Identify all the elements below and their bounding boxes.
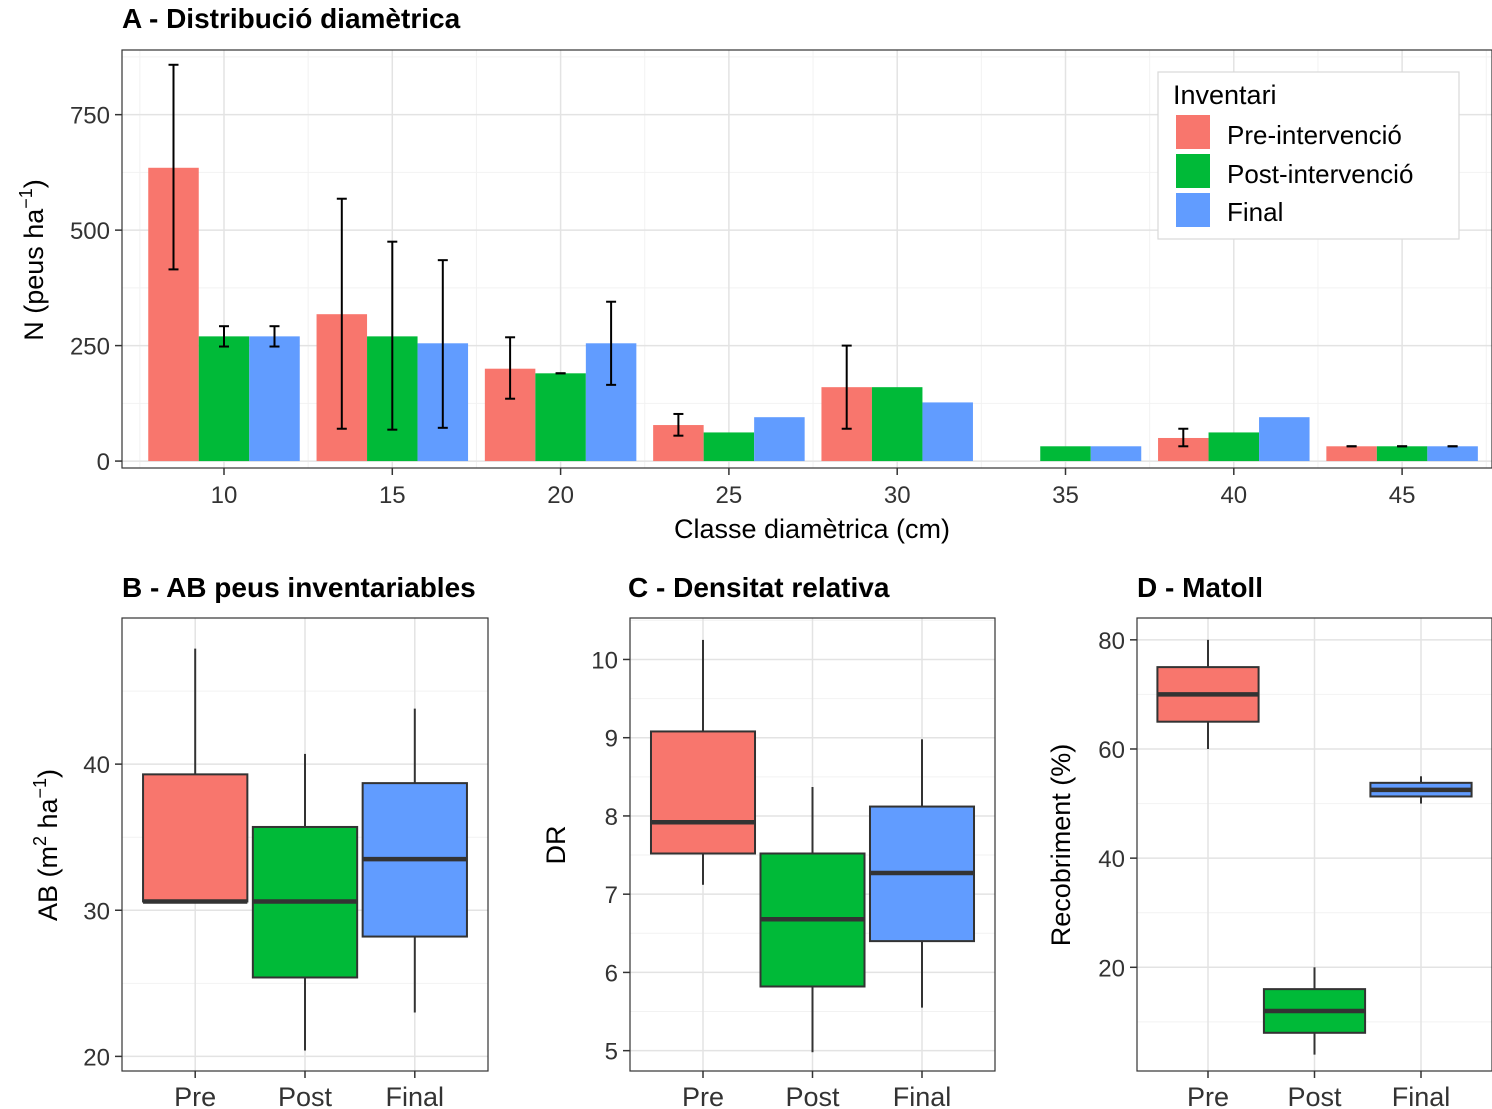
x-tick-label: 15	[379, 482, 406, 509]
y-tick-label: 5	[605, 1039, 618, 1066]
panel-c-relative-density: C - Densitat relativa 5 6 7 8 9 10 Pre Post Fin…	[541, 572, 996, 1109]
x-tick-label: Final	[386, 1082, 445, 1109]
legend-label-pre: Pre-intervenció	[1227, 120, 1402, 150]
x-tick-label: 10	[211, 482, 238, 509]
panel-a-y-ticks: 0 250 500 750	[70, 103, 122, 476]
x-tick-label: Post	[1287, 1082, 1342, 1109]
x-tick-label: 40	[1220, 482, 1247, 509]
panel-c-y-axis-label: DR	[541, 826, 571, 865]
bar-post-30	[871, 387, 923, 462]
panel-a-x-ticks: 10 15 20 25 30 35 40 45	[211, 468, 1416, 509]
y-tick-label: 0	[97, 449, 110, 476]
x-tick-label: Final	[1392, 1082, 1451, 1109]
y-tick-label: 9	[605, 726, 618, 753]
y-tick-label: 80	[1098, 628, 1125, 655]
bar-post-20	[535, 373, 586, 462]
box-pre	[142, 773, 249, 903]
panel-d-shrub-cover: D - Matoll 20 40 60 80 Pre Post Final Recobri…	[1046, 572, 1492, 1109]
x-tick-label: Pre	[1187, 1082, 1229, 1109]
x-tick-label: Pre	[174, 1082, 216, 1109]
legend-label-final: Final	[1227, 197, 1283, 227]
y-tick-label: 20	[83, 1044, 110, 1071]
bar-post-40	[1208, 432, 1260, 462]
legend-key-pre	[1176, 115, 1210, 149]
panel-d-boxes	[1156, 639, 1473, 1055]
y-tick-label: 8	[605, 804, 618, 831]
panel-b-y-axis-label: AB (m2 ha−1)	[30, 769, 63, 921]
y-tick-label: 7	[605, 882, 618, 909]
y-tick-label: 250	[70, 334, 110, 361]
panel-b-title: B - AB peus inventariables	[122, 572, 476, 603]
panel-a-x-axis-label: Classe diamètrica (cm)	[674, 514, 950, 544]
panel-a-diameter-distribution: A - Distribució diamètrica 0 250 500 750 10…	[16, 3, 1492, 544]
bar-final-30	[922, 402, 973, 462]
bar-post-35	[1040, 446, 1091, 462]
panel-c-y-ticks: 5 6 7 8 9 10	[591, 647, 630, 1066]
x-tick-label: Pre	[682, 1082, 724, 1109]
x-tick-label: 45	[1389, 482, 1416, 509]
panel-b-x-ticks: Pre Post Final	[174, 1071, 444, 1109]
legend-label-post: Post-intervenció	[1227, 159, 1413, 189]
x-tick-label: Post	[785, 1082, 840, 1109]
y-tick-label: 60	[1098, 737, 1125, 764]
y-tick-label: 40	[83, 752, 110, 779]
x-tick-label: 20	[547, 482, 574, 509]
bar-post-10	[198, 336, 250, 462]
panel-c-title: C - Densitat relativa	[628, 572, 890, 603]
y-tick-label: 6	[605, 960, 618, 987]
panel-d-y-ticks: 20 40 60 80	[1098, 628, 1137, 982]
y-tick-label: 20	[1098, 955, 1125, 982]
panel-a-title: A - Distribució diamètrica	[122, 3, 461, 34]
panel-d-title: D - Matoll	[1137, 572, 1263, 603]
y-tick-label: 750	[70, 103, 110, 130]
panel-d-x-ticks: Pre Post Final	[1187, 1071, 1450, 1109]
bar-final-45	[1427, 446, 1478, 462]
panel-a-error-bars	[168, 63, 1458, 448]
x-tick-label: 30	[884, 482, 911, 509]
panel-d-y-axis-label: Recobriment (%)	[1046, 744, 1076, 947]
bar-post-25	[703, 432, 755, 462]
panel-a-legend: Inventari Pre-intervenció Post-intervenc…	[1157, 71, 1460, 240]
x-tick-label: Final	[893, 1082, 952, 1109]
panel-a-plot-border	[121, 49, 1492, 469]
y-tick-label: 10	[591, 647, 618, 674]
legend-title: Inventari	[1173, 80, 1277, 110]
legend-key-final	[1176, 193, 1210, 227]
x-tick-label: 25	[716, 482, 743, 509]
y-tick-label: 30	[83, 898, 110, 925]
panel-b-boxes	[142, 648, 468, 1051]
panel-c-boxes	[649, 639, 976, 1053]
bar-pre-40	[1158, 437, 1209, 462]
box-pre	[649, 730, 757, 855]
bar-final-35	[1090, 446, 1142, 462]
y-tick-label: 500	[70, 218, 110, 245]
bar-final-10	[249, 336, 300, 462]
bar-pre-45	[1326, 446, 1377, 462]
panel-b-y-ticks: 20 30 40	[83, 752, 122, 1071]
panel-b-basal-area: B - AB peus inventariables 20 30 40 Pre Pos…	[30, 572, 489, 1109]
bar-final-40	[1259, 417, 1310, 462]
bar-post-45	[1376, 446, 1428, 462]
x-tick-label: 35	[1052, 482, 1079, 509]
bar-final-25	[754, 417, 805, 462]
panel-c-x-ticks: Pre Post Final	[682, 1071, 951, 1109]
legend-key-post	[1176, 154, 1210, 188]
x-tick-label: Post	[278, 1082, 333, 1109]
panel-a-y-axis-label: N (peus ha−1)	[16, 179, 49, 341]
y-tick-label: 40	[1098, 846, 1125, 873]
